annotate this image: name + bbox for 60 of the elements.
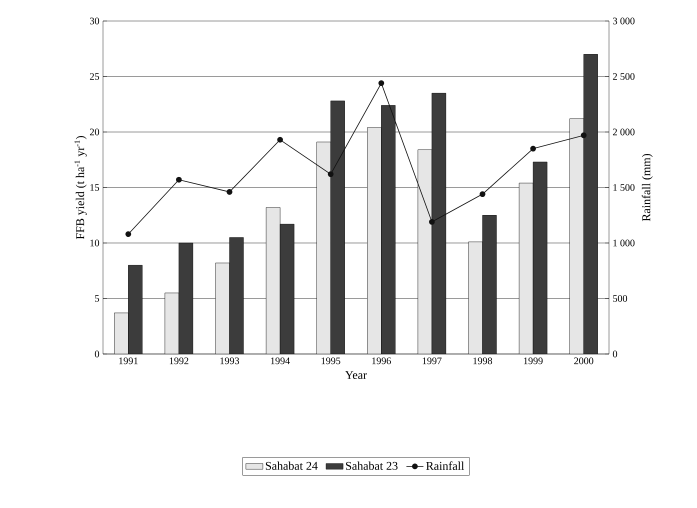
bar (518, 182, 534, 354)
point (580, 132, 587, 138)
y2-axis-title: Rainfall (mm) (642, 154, 653, 222)
point (328, 171, 334, 178)
y-tick-label: 30 (90, 18, 100, 24)
point (176, 176, 182, 183)
bar (316, 142, 331, 354)
y-tick-label: 0 (94, 350, 100, 358)
x-tick-label: 1991 (119, 358, 138, 364)
bar (570, 118, 584, 354)
bar (280, 224, 294, 354)
x-tick-label: 1997 (422, 358, 442, 364)
bar (418, 150, 432, 354)
bar (381, 105, 396, 354)
x-axis-title: Year (345, 371, 367, 380)
y2-tick-label: 500 (613, 295, 628, 302)
point (530, 146, 536, 152)
bar (330, 100, 345, 354)
y2-tick-label: 2 500 (612, 73, 635, 80)
bar (432, 92, 446, 354)
y-tick-label: 15 (90, 184, 100, 191)
x-tick-label: 2000 (574, 358, 594, 364)
y-tick-label: 20 (90, 128, 100, 136)
point (480, 191, 486, 198)
bar (532, 162, 548, 354)
x-tick-label: 1995 (322, 358, 340, 364)
bar (164, 292, 180, 354)
x-tick-label: 1999 (524, 358, 543, 364)
x-tick-label: 1993 (220, 358, 240, 364)
legend-label: Sahabat 24 (266, 461, 318, 470)
y-tick-label: 25 (90, 73, 100, 80)
y2-tick-label: 2 000 (612, 128, 635, 136)
y2-tick-label: 3 000 (613, 18, 635, 24)
y2-tick-label: 0 (612, 350, 618, 358)
legend-label: Rainfall (426, 461, 464, 470)
bar (114, 312, 128, 354)
point (429, 219, 435, 225)
y2-tick-label: 1 000 (613, 240, 635, 246)
x-tick-label: 1994 (271, 358, 290, 364)
y-tick-label: 10 (90, 240, 100, 246)
point (277, 136, 283, 143)
y-axis-title: FFB yield (t ha$^{-1}$ yr$^{-1}$) (74, 136, 87, 240)
x-tick-label: 1992 (170, 358, 188, 364)
bar (266, 207, 280, 354)
bar (482, 215, 497, 354)
point (226, 189, 232, 195)
y2-tick-label: 1 500 (613, 184, 635, 191)
x-tick-label: 1998 (473, 358, 492, 364)
y-tick-label: 5 (95, 295, 100, 302)
bar (584, 54, 598, 354)
bar (229, 237, 244, 354)
bar (468, 242, 483, 354)
bar (367, 127, 382, 354)
x-tick-label: 1996 (372, 358, 391, 364)
bar (128, 265, 142, 354)
legend-label: Sahabat 23 (346, 461, 398, 470)
point (378, 80, 384, 86)
bar (215, 262, 230, 354)
bar (178, 242, 194, 354)
point (125, 231, 132, 238)
